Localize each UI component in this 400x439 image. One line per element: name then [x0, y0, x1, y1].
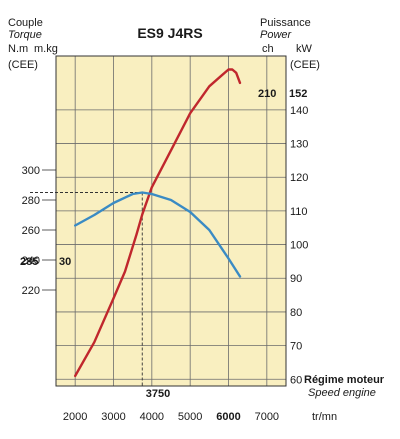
x-tick-label: 3000	[101, 411, 125, 423]
right-tick-label: 80	[290, 307, 302, 319]
left-tick-label: 260	[22, 225, 40, 237]
right-tick-label: 70	[290, 341, 302, 353]
x-tick-label: 4000	[140, 411, 164, 423]
peak-power-ch-label: 210	[258, 88, 276, 100]
left-axis-title: Couple	[8, 17, 43, 29]
right-axis-unit-ch: ch	[262, 43, 274, 55]
right-tick-label: 60	[290, 374, 302, 386]
left-tick-label: 220	[22, 285, 40, 297]
right-tick-label: 130	[290, 139, 308, 151]
peak-power-kw-label: 152	[289, 88, 307, 100]
right-axis-title: Puissance	[260, 17, 311, 29]
x-axis-subtitle: Speed engine	[308, 387, 376, 399]
right-tick-label: 90	[290, 273, 302, 285]
left-axis-unit-nm: N.m	[8, 43, 28, 55]
right-tick-label: 100	[290, 240, 308, 252]
left-axis-subtitle: Torque	[8, 29, 42, 41]
right-axis-ticks: 140 130 120 110 100 90 80 70 60	[290, 105, 308, 386]
chart-title: ES9 J4RS	[137, 25, 202, 41]
x-axis-ticks: 2000 3000 4000 5000 6000 7000	[63, 411, 279, 423]
torque-curve	[73, 191, 242, 278]
left-axis-unit-mkg: m.kg	[34, 43, 58, 55]
peak-torque-mkg-label: 30	[59, 256, 71, 268]
peak-torque-nm-label: 285	[20, 256, 38, 268]
x-tick-label: 5000	[178, 411, 202, 423]
left-tick-label: 280	[22, 195, 40, 207]
left-axis-ticks: 300 280 260 240 220	[22, 165, 56, 297]
left-tick-label: 240	[22, 255, 40, 267]
right-tick-label: 140	[290, 105, 308, 117]
left-tick-label: 300	[22, 165, 40, 177]
x-tick-label: 7000	[255, 411, 279, 423]
x-tick-label: 6000	[216, 411, 240, 423]
x-axis-title: Régime moteur	[304, 374, 385, 386]
right-tick-label: 110	[290, 206, 308, 218]
right-tick-label: 120	[290, 172, 308, 184]
plot-frame	[55, 55, 287, 387]
power-curve	[73, 68, 242, 378]
right-axis-subtitle: Power	[260, 29, 293, 41]
plot-area	[56, 56, 286, 386]
x-tick-label: 2000	[63, 411, 87, 423]
peak-torque-rpm-label: 3750	[146, 388, 170, 400]
left-axis-unit-cee: (CEE)	[8, 59, 38, 71]
right-axis-unit-kw: kW	[296, 43, 313, 55]
x-axis-unit: tr/mn	[312, 411, 337, 423]
grid	[55, 55, 287, 387]
right-axis-unit-cee: (CEE)	[290, 59, 320, 71]
